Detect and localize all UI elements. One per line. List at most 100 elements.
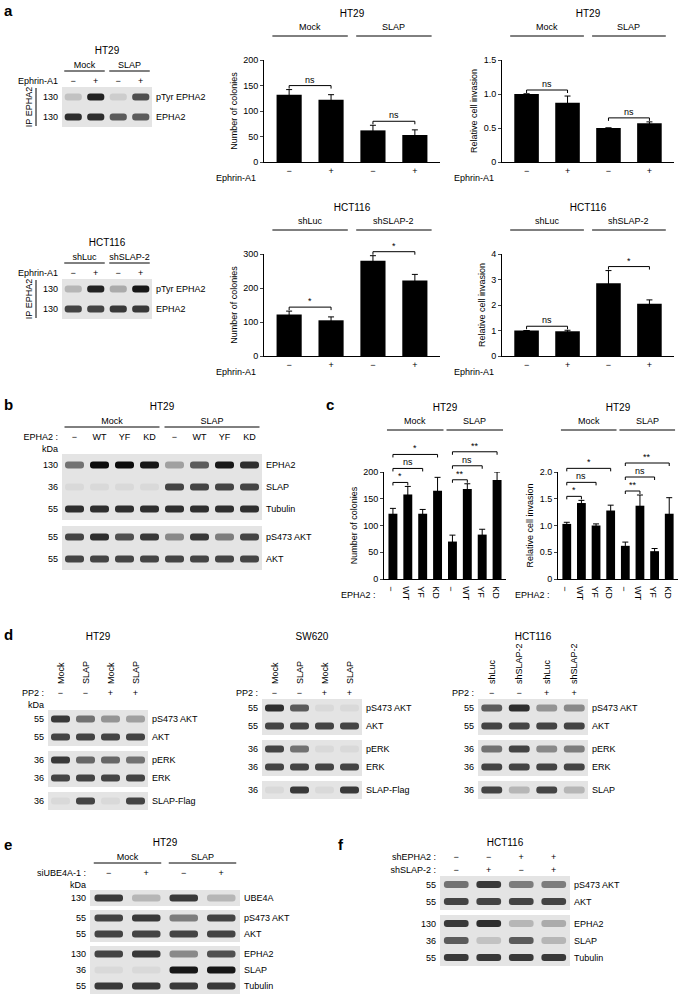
svg-text:+: + [647, 360, 652, 370]
svg-text:1: 1 [491, 326, 496, 336]
svg-text:55: 55 [34, 714, 44, 724]
svg-text:YF: YF [648, 586, 658, 598]
svg-text:SLAP: SLAP [636, 416, 659, 426]
svg-text:1.0: 1.0 [484, 89, 497, 99]
svg-text:pS473 AKT: pS473 AKT [244, 913, 290, 923]
svg-text:+: + [144, 868, 149, 878]
svg-text:130: 130 [43, 284, 58, 294]
svg-text:PP2 :: PP2 : [452, 688, 474, 698]
svg-text:EPHA2 :: EPHA2 : [341, 590, 376, 600]
svg-text:pS473 AKT: pS473 AKT [266, 532, 312, 542]
svg-text:shSLAP-2 :: shSLAP-2 : [390, 865, 436, 875]
svg-text:55: 55 [48, 554, 58, 564]
svg-text:IP EPHA2: IP EPHA2 [24, 279, 34, 319]
svg-text:36: 36 [248, 762, 258, 772]
svg-text:UBE4A: UBE4A [244, 893, 274, 903]
svg-text:−: − [272, 688, 277, 698]
svg-text:200: 200 [243, 55, 258, 65]
svg-text:130: 130 [71, 949, 86, 959]
svg-text:0: 0 [373, 574, 378, 584]
svg-text:SLAP: SLAP [81, 661, 91, 684]
svg-text:−: − [560, 586, 570, 591]
svg-text:55: 55 [76, 913, 86, 923]
svg-text:*: * [308, 296, 312, 306]
svg-text:f: f [338, 836, 344, 853]
svg-text:55: 55 [76, 929, 86, 939]
svg-text:KD: KD [604, 586, 614, 599]
svg-text:Tubulin: Tubulin [574, 953, 603, 963]
svg-text:+: + [544, 688, 549, 698]
svg-text:150: 150 [363, 494, 378, 504]
svg-text:1.0: 1.0 [540, 521, 553, 531]
svg-text:HT29: HT29 [576, 8, 601, 19]
svg-text:d: d [4, 626, 13, 643]
svg-text:pS473 AKT: pS473 AKT [592, 703, 638, 713]
svg-text:−: − [524, 360, 529, 370]
svg-text:+: + [108, 688, 113, 698]
svg-text:Ephrin-A1: Ephrin-A1 [18, 76, 58, 86]
svg-text:55: 55 [248, 703, 258, 713]
svg-text:*: * [392, 241, 396, 251]
svg-text:b: b [4, 396, 13, 413]
svg-text:SLAP: SLAP [200, 416, 223, 426]
svg-text:−: − [83, 688, 88, 698]
svg-text:Ephrin-A1: Ephrin-A1 [454, 367, 494, 377]
svg-text:+: + [412, 166, 417, 176]
svg-text:−: − [524, 166, 529, 176]
svg-text:36: 36 [464, 762, 474, 772]
svg-text:300: 300 [243, 249, 258, 259]
svg-text:−: − [446, 586, 456, 591]
svg-text:KD: KD [431, 586, 441, 599]
svg-text:SLAP-Flag: SLAP-Flag [152, 796, 196, 806]
svg-text:SLAP: SLAP [131, 661, 141, 684]
svg-text:kDa: kDa [70, 880, 86, 890]
svg-text:Ephrin-A1: Ephrin-A1 [454, 173, 494, 183]
svg-text:**: ** [629, 480, 637, 490]
svg-text:+: + [138, 76, 143, 86]
svg-text:SLAP-Flag: SLAP-Flag [366, 785, 410, 795]
svg-text:ns: ns [389, 110, 399, 120]
svg-text:shEPHA2 :: shEPHA2 : [392, 852, 436, 862]
svg-text:+: + [572, 688, 577, 698]
svg-text:−: − [517, 688, 522, 698]
svg-text:+: + [551, 865, 556, 875]
svg-text:ns: ns [403, 457, 413, 467]
svg-text:EPHA2 :: EPHA2 : [23, 432, 58, 442]
svg-text:EPHA2 :: EPHA2 : [515, 590, 550, 600]
svg-text:130: 130 [43, 92, 58, 102]
svg-text:KD: KD [243, 432, 256, 442]
svg-text:pTyr EPHA2: pTyr EPHA2 [156, 92, 206, 102]
svg-text:1.5: 1.5 [540, 494, 553, 504]
svg-text:AKT: AKT [366, 721, 384, 731]
svg-text:ERK: ERK [366, 762, 385, 772]
svg-text:200: 200 [363, 467, 378, 477]
svg-text:pS473 AKT: pS473 AKT [152, 714, 198, 724]
svg-text:−: − [370, 360, 375, 370]
svg-text:Ephrin-A1: Ephrin-A1 [18, 268, 58, 278]
svg-text:EPHA2: EPHA2 [266, 460, 296, 470]
svg-text:55: 55 [48, 532, 58, 542]
svg-text:kDa: kDa [28, 700, 44, 710]
svg-text:AKT: AKT [574, 897, 592, 907]
svg-text:ERK: ERK [592, 762, 611, 772]
svg-text:PP2 :: PP2 : [22, 688, 44, 698]
svg-text:HCT116: HCT116 [89, 237, 126, 248]
svg-text:−: − [71, 76, 76, 86]
svg-text:shLuc: shLuc [487, 659, 497, 684]
svg-text:HCT116: HCT116 [487, 837, 524, 848]
svg-text:55: 55 [426, 953, 436, 963]
svg-text:*: * [413, 443, 417, 453]
svg-text:pTyr EPHA2: pTyr EPHA2 [156, 284, 206, 294]
svg-text:Tubulin: Tubulin [266, 504, 295, 514]
svg-text:Mock: Mock [106, 662, 116, 684]
svg-text:2.0: 2.0 [540, 467, 553, 477]
svg-text:Mock: Mock [56, 662, 66, 684]
svg-text:shLuc: shLuc [72, 252, 97, 262]
svg-text:150: 150 [243, 81, 258, 91]
svg-text:KD: KD [143, 432, 156, 442]
svg-text:EPHA2: EPHA2 [574, 919, 604, 929]
svg-text:130: 130 [421, 919, 436, 929]
svg-text:200: 200 [243, 283, 258, 293]
svg-text:kDa: kDa [42, 444, 58, 454]
svg-text:−: − [386, 586, 396, 591]
